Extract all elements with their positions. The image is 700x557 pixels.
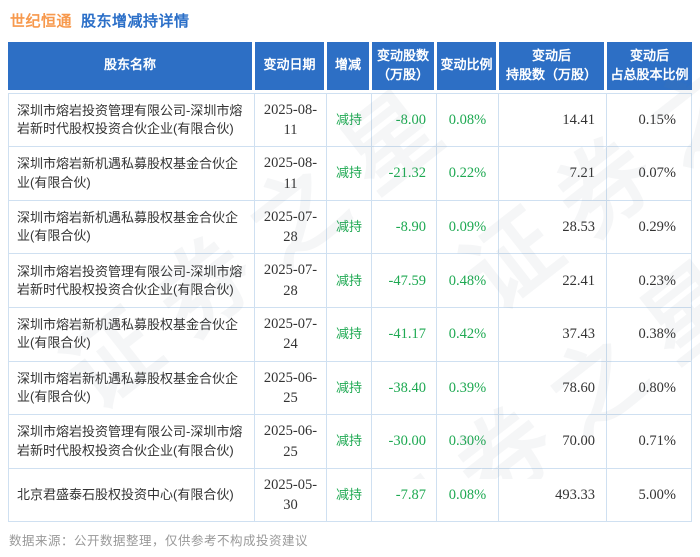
table-header-row: 股东名称 变动日期 增减 变动股数 （万股） 变动比例 变动后 持股数（万股） 变动后 占总…: [8, 42, 692, 93]
column-header-change_shares: 变动股数 （万股）: [372, 42, 437, 93]
cell-change_shares: -47.59: [372, 254, 437, 309]
cell-change_ratio: 0.09%: [437, 200, 499, 255]
cell-shares_after: 22.41: [499, 254, 607, 309]
cell-shares_after: 28.53: [499, 200, 607, 255]
cell-date: 2025-06-25: [255, 415, 327, 469]
shareholder-changes-table: 股东名称 变动日期 增减 变动股数 （万股） 变动比例 变动后 持股数（万股） 变动后 占总…: [8, 42, 692, 523]
cell-ratio_after: 0.07%: [607, 147, 692, 201]
column-header-ratio_after: 变动后 占总股本比例: [607, 42, 692, 93]
cell-change_shares: -8.90: [372, 200, 437, 255]
cell-change_shares: -41.17: [372, 308, 437, 362]
column-header-change_ratio: 变动比例: [437, 42, 499, 93]
column-header-shares_after: 变动后 持股数（万股）: [499, 42, 607, 93]
cell-change_ratio: 0.08%: [437, 92, 499, 148]
table-row: 深圳市熔岩新机遇私募股权基金合伙企业(有限合伙) 2025-07-24 减持 -41.…: [8, 308, 692, 362]
cell-direction: 减持: [327, 92, 372, 148]
cell-name: 深圳市熔岩新机遇私募股权基金合伙企业(有限合伙): [8, 308, 255, 362]
table-row: 深圳市熔岩投资管理有限公司-深圳市熔岩新时代股权投资合伙企业(有限合伙) 2025…: [8, 92, 692, 148]
cell-ratio_after: 0.71%: [607, 415, 692, 469]
cell-name: 深圳市熔岩新机遇私募股权基金合伙企业(有限合伙): [8, 361, 255, 416]
cell-name: 深圳市熔岩新机遇私募股权基金合伙企业(有限合伙): [8, 147, 255, 201]
cell-direction: 减持: [327, 147, 372, 201]
cell-change_ratio: 0.22%: [437, 147, 499, 201]
cell-change_ratio: 0.30%: [437, 415, 499, 469]
table-row: 深圳市熔岩投资管理有限公司-深圳市熔岩新时代股权投资合伙企业(有限合伙) 2025…: [8, 415, 692, 469]
cell-name: 深圳市熔岩新机遇私募股权基金合伙企业(有限合伙): [8, 200, 255, 255]
cell-name: 深圳市熔岩投资管理有限公司-深圳市熔岩新时代股权投资合伙企业(有限合伙): [8, 92, 255, 148]
cell-shares_after: 493.33: [499, 468, 607, 523]
cell-shares_after: 70.00: [499, 415, 607, 469]
table-row: 深圳市熔岩新机遇私募股权基金合伙企业(有限合伙) 2025-06-25 减持 -38.…: [8, 361, 692, 416]
cell-ratio_after: 0.15%: [607, 92, 692, 148]
page-title: 世纪恒通 股东增减持详情: [10, 10, 692, 31]
table-row: 深圳市熔岩投资管理有限公司-深圳市熔岩新时代股权投资合伙企业(有限合伙) 2025…: [8, 254, 692, 309]
column-header-name: 股东名称: [8, 42, 255, 93]
cell-shares_after: 7.21: [499, 147, 607, 201]
cell-date: 2025-07-24: [255, 308, 327, 362]
cell-ratio_after: 0.80%: [607, 361, 692, 416]
cell-date: 2025-05-30: [255, 468, 327, 523]
cell-name: 深圳市熔岩投资管理有限公司-深圳市熔岩新时代股权投资合伙企业(有限合伙): [8, 254, 255, 309]
table-body: 深圳市熔岩投资管理有限公司-深圳市熔岩新时代股权投资合伙企业(有限合伙) 2025…: [8, 92, 692, 523]
cell-direction: 减持: [327, 415, 372, 469]
cell-direction: 减持: [327, 468, 372, 523]
cell-change_ratio: 0.42%: [437, 308, 499, 362]
cell-shares_after: 37.43: [499, 308, 607, 362]
cell-change_ratio: 0.08%: [437, 468, 499, 523]
cell-name: 北京君盛泰石股权投资中心(有限合伙): [8, 468, 255, 523]
data-source-note: 数据来源：公开数据整理，仅供参考不构成投资建议: [9, 534, 309, 549]
cell-change_shares: -7.87: [372, 468, 437, 523]
cell-ratio_after: 0.38%: [607, 308, 692, 362]
cell-direction: 减持: [327, 200, 372, 255]
cell-date: 2025-07-28: [255, 254, 327, 309]
cell-change_ratio: 0.48%: [437, 254, 499, 309]
column-header-date: 变动日期: [255, 42, 327, 93]
table-row: 深圳市熔岩新机遇私募股权基金合伙企业(有限合伙) 2025-07-28 减持 -8.9…: [8, 200, 692, 255]
column-header-direction: 增减: [327, 42, 372, 93]
cell-ratio_after: 5.00%: [607, 468, 692, 523]
cell-date: 2025-08-11: [255, 147, 327, 201]
stock-name: 世纪恒通: [10, 13, 73, 30]
cell-shares_after: 14.41: [499, 92, 607, 148]
cell-ratio_after: 0.23%: [607, 254, 692, 309]
cell-date: 2025-08-11: [255, 92, 327, 148]
cell-change_shares: -8.00: [372, 92, 437, 148]
cell-change_shares: -21.32: [372, 147, 437, 201]
cell-direction: 减持: [327, 361, 372, 416]
table-row: 深圳市熔岩新机遇私募股权基金合伙企业(有限合伙) 2025-08-11 减持 -21.…: [8, 147, 692, 201]
cell-date: 2025-07-28: [255, 200, 327, 255]
cell-change_shares: -38.40: [372, 361, 437, 416]
cell-shares_after: 78.60: [499, 361, 607, 416]
table-row: 北京君盛泰石股权投资中心(有限合伙) 2025-05-30 减持 -7.87 0.08%…: [8, 468, 692, 523]
cell-name: 深圳市熔岩投资管理有限公司-深圳市熔岩新时代股权投资合伙企业(有限合伙): [8, 415, 255, 469]
cell-change_ratio: 0.39%: [437, 361, 499, 416]
cell-ratio_after: 0.29%: [607, 200, 692, 255]
cell-direction: 减持: [327, 254, 372, 309]
cell-date: 2025-06-25: [255, 361, 327, 416]
cell-change_shares: -30.00: [372, 415, 437, 469]
page-title-text: 股东增减持详情: [81, 13, 190, 30]
cell-direction: 减持: [327, 308, 372, 362]
